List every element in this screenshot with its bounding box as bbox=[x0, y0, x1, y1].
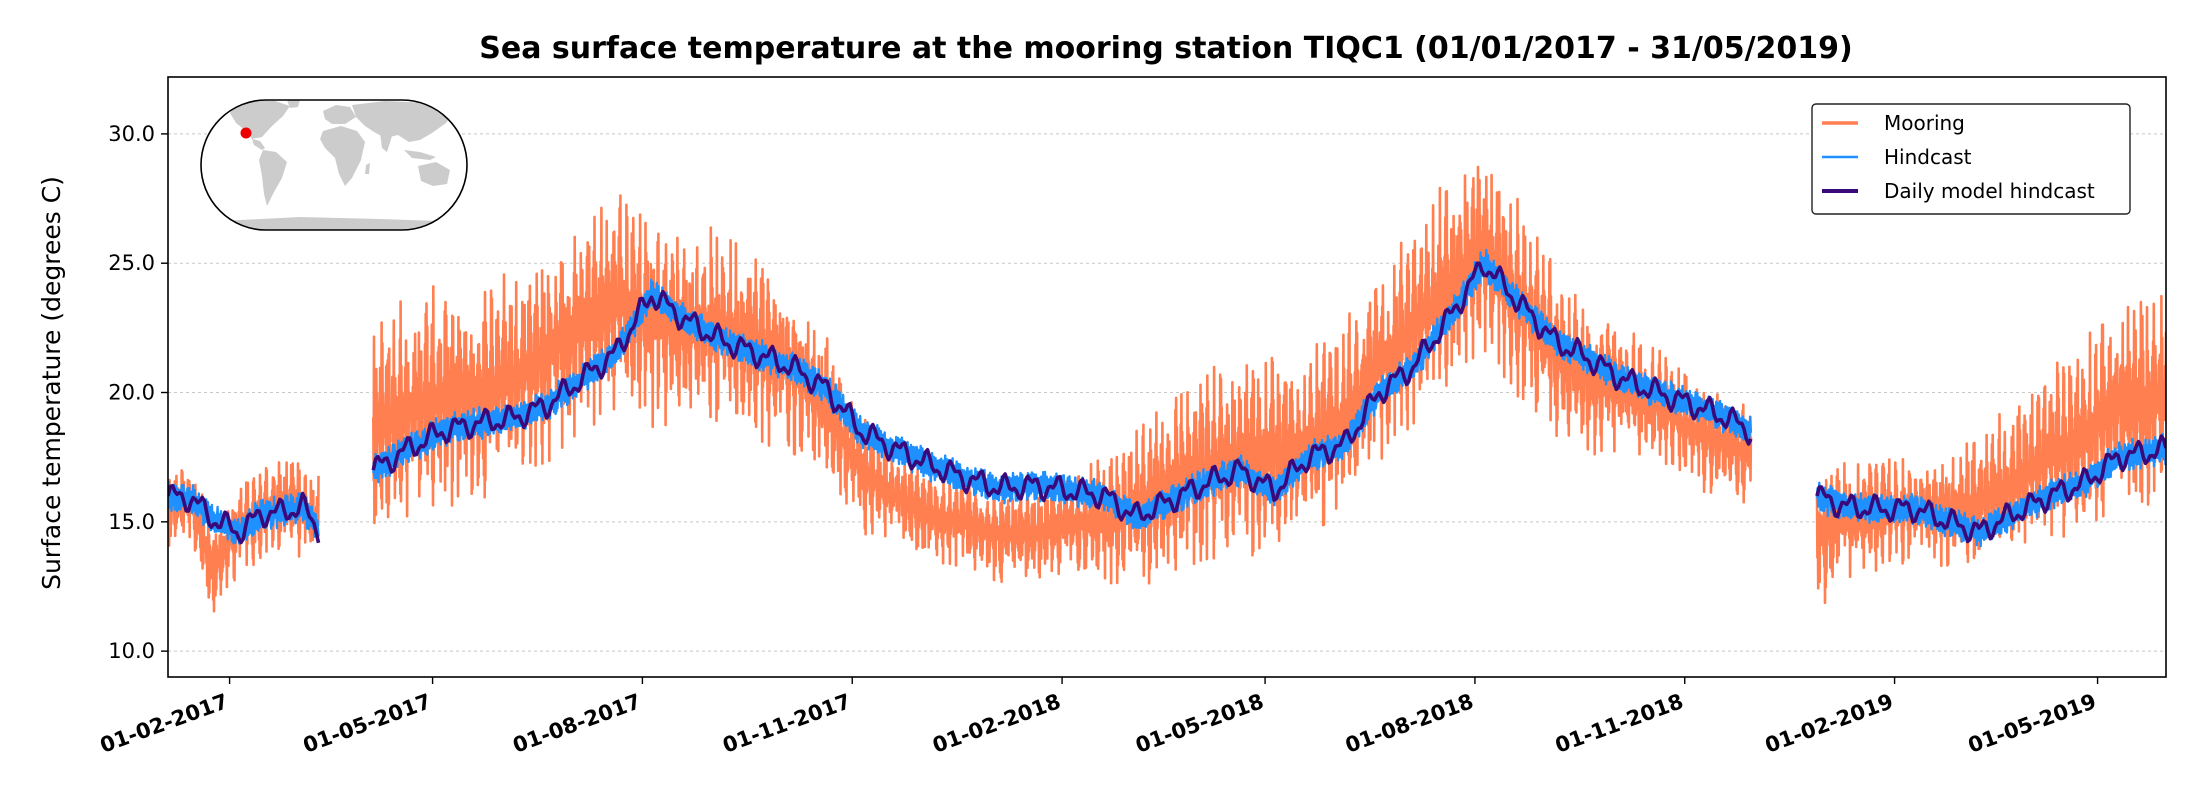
y-tick-label: 30.0 bbox=[108, 122, 155, 146]
legend-label-daily-hindcast: Daily model hindcast bbox=[1884, 179, 2095, 203]
hindcast-series-line bbox=[1815, 432, 2166, 548]
y-tick-label: 10.0 bbox=[108, 639, 155, 663]
plot-frame bbox=[167, 76, 2167, 678]
y-tick-label: 15.0 bbox=[108, 510, 155, 534]
inset-world-map bbox=[200, 99, 468, 231]
central-america-shape bbox=[252, 139, 265, 150]
madagascar-shape bbox=[365, 163, 370, 174]
y-tick-label: 20.0 bbox=[108, 381, 155, 405]
series-layer bbox=[168, 165, 2166, 613]
antarctica-shape bbox=[201, 217, 467, 230]
map-frame bbox=[200, 99, 468, 231]
chart-title: Sea surface temperature at the mooring s… bbox=[479, 31, 1852, 66]
legend-label-hindcast: Hindcast bbox=[1884, 145, 1972, 169]
legend-label-mooring: Mooring bbox=[1884, 111, 1965, 135]
y-tick-label: 25.0 bbox=[108, 251, 155, 275]
y-axis: 10.0 15.0 20.0 25.0 30.0 bbox=[108, 122, 168, 663]
australia-shape bbox=[418, 162, 450, 186]
y-axis-label: Surface temperature (degrees C) bbox=[37, 176, 66, 590]
indonesia-shape bbox=[404, 150, 436, 160]
station-marker bbox=[240, 127, 252, 139]
daily-hindcast-series-line bbox=[1815, 434, 2166, 544]
legend: Mooring Hindcast Daily model hindcast bbox=[1811, 103, 2131, 215]
greenland-shape bbox=[287, 100, 300, 108]
south-america-shape bbox=[259, 150, 287, 206]
europe-shape bbox=[323, 105, 356, 124]
asia-shape bbox=[352, 101, 456, 142]
india-shape bbox=[380, 133, 392, 152]
legend-box bbox=[1811, 103, 2131, 215]
daily-hindcast-series-line bbox=[371, 261, 1753, 522]
africa-shape bbox=[320, 126, 365, 186]
daily-hindcast-series-line bbox=[168, 483, 321, 545]
